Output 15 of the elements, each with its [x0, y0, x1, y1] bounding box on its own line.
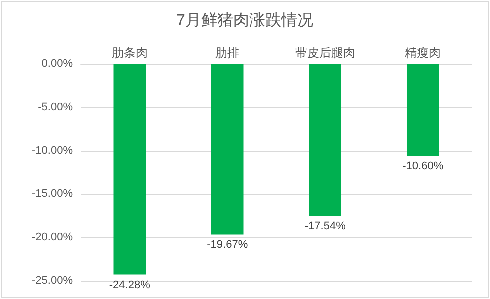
- y-tick-label: -20.00%: [32, 232, 74, 244]
- y-tick-label: -25.00%: [32, 275, 74, 287]
- y-tick-label: -10.00%: [32, 144, 74, 157]
- data-label: -24.28%: [109, 279, 151, 292]
- data-label: -19.67%: [207, 239, 248, 252]
- y-tick-label: 0.00%: [42, 58, 74, 70]
- chart-title: 7月鲜猪肉涨跌情况: [176, 12, 314, 30]
- x-tick-label: 带皮后腿肉: [295, 46, 356, 60]
- data-label: -10.60%: [402, 160, 444, 173]
- x-tick-label: 肋条肉: [112, 46, 148, 60]
- data-label: -17.54%: [304, 220, 346, 233]
- y-tick-label: -15.00%: [32, 188, 74, 200]
- x-tick-label: 精瘦肉: [405, 46, 442, 60]
- y-tick-label: -5.00%: [38, 101, 74, 114]
- x-tick-label: 肋排: [216, 46, 240, 60]
